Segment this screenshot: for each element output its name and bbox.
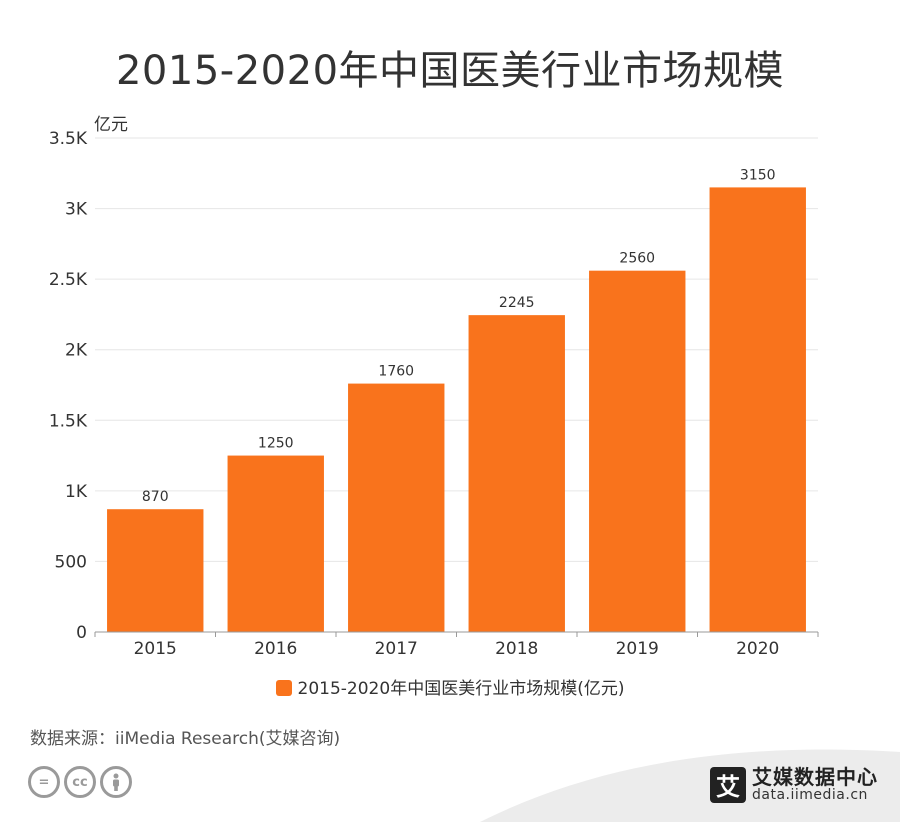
- y-tick-label: 1K: [65, 482, 88, 502]
- legend-swatch: [275, 680, 292, 696]
- bar-2020: [709, 187, 806, 632]
- person-icon: [100, 766, 132, 798]
- x-tick-label: 2016: [254, 639, 297, 659]
- y-tick-label: 2K: [65, 341, 88, 361]
- bar-2015: [107, 509, 204, 632]
- bar-2016: [227, 455, 324, 632]
- x-tick-label: 2019: [616, 639, 659, 659]
- legend[interactable]: 2015-2020年中国医美行业市场规模(亿元): [0, 674, 900, 699]
- chart-title: 2015-2020年中国医美行业市场规模: [115, 48, 785, 94]
- brand-logo[interactable]: 艾 艾媒数据中心 data.iimedia.cn: [710, 766, 878, 803]
- data-source: 数据来源：iiMedia Research(艾媒咨询): [30, 729, 341, 749]
- y-tick-label: 3K: [65, 200, 88, 220]
- y-tick-label: 1.5K: [49, 411, 88, 431]
- y-axis-label: 亿元: [94, 115, 128, 135]
- data-label: 3150: [740, 167, 776, 183]
- license-icons: = cc: [28, 766, 132, 798]
- data-label: 1250: [258, 436, 294, 452]
- decorative-swoosh: [480, 749, 900, 822]
- legend-label: 2015-2020年中国医美行业市场规模(亿元): [297, 679, 625, 699]
- bar-chart: 0 500 1K 1.5K 2K 2.5K 3K 3.5K 亿元 870 2015 1250 2016 1…: [49, 115, 819, 659]
- y-tick-label: 0: [76, 623, 87, 643]
- bar-2019: [589, 270, 686, 632]
- y-tick-label: 2.5K: [49, 270, 88, 290]
- brand-url: data.iimedia.cn: [752, 787, 868, 803]
- bar-2017: [348, 383, 445, 632]
- brand-logo-icon: 艾: [710, 766, 746, 803]
- data-label: 1760: [378, 364, 414, 380]
- data-label: 2245: [499, 295, 535, 311]
- brand-name: 艾媒数据中心: [752, 765, 878, 789]
- x-tick-label: 2020: [736, 639, 779, 659]
- data-label: 870: [142, 489, 169, 505]
- x-tick-label: 2015: [134, 639, 177, 659]
- x-tick-label: 2017: [375, 639, 418, 659]
- x-tick-label: 2018: [495, 639, 538, 659]
- data-label: 2560: [619, 251, 655, 267]
- equals-icon: =: [28, 766, 60, 798]
- y-tick-label: 3.5K: [49, 129, 88, 149]
- cc-icon: cc: [64, 766, 96, 798]
- y-tick-label: 500: [55, 552, 87, 572]
- bar-2018: [468, 315, 565, 632]
